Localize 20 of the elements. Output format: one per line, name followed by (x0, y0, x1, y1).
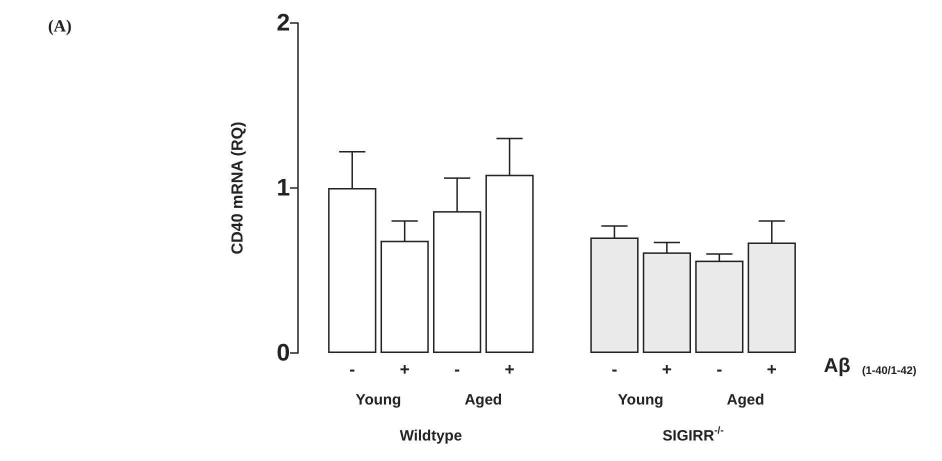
y-tick-label: 0 (276, 340, 290, 366)
text: Wildtype (400, 428, 462, 444)
x-tick-label: - (716, 360, 722, 379)
text: Aged (464, 392, 502, 408)
text: (A) (48, 16, 72, 36)
text: Aged (726, 392, 764, 408)
y-axis-title: CD40 mRNA (RQ) (230, 122, 246, 254)
text: Aβ (1-40/1-42) (824, 355, 917, 377)
x-tick-label: + (766, 360, 777, 379)
y-tick-label: 2 (276, 10, 290, 36)
text: SIGIRR-/- (662, 426, 724, 444)
x-tick-label: + (504, 360, 515, 379)
x-tick-label: + (400, 360, 410, 379)
x-tick-label: - (454, 360, 460, 379)
text: Young (618, 392, 664, 408)
x-tick-label: + (662, 360, 672, 379)
x-tick-label: - (349, 360, 356, 379)
text: Young (356, 392, 402, 408)
x-tick-label: - (612, 360, 618, 379)
y-tick-label: 1 (276, 174, 290, 202)
